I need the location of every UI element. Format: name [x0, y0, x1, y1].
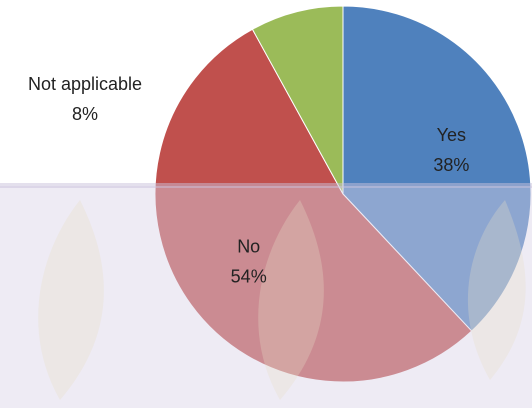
pie-slice: [342, 5, 532, 332]
slice-value-label: 38%: [433, 155, 469, 175]
labels: Yes 38% No 54% Not applicable 8%: [28, 74, 469, 287]
slice-value-label: 8%: [72, 104, 98, 124]
slice-value-label: 54%: [231, 266, 267, 286]
pie-slice: [154, 28, 473, 383]
slice-label: Not applicable: [28, 74, 142, 94]
slice-label: No: [237, 236, 260, 256]
pie-slice: [251, 5, 344, 195]
watermark: [0, 183, 532, 408]
slice-label: Yes: [437, 125, 466, 145]
pie: [154, 5, 532, 383]
